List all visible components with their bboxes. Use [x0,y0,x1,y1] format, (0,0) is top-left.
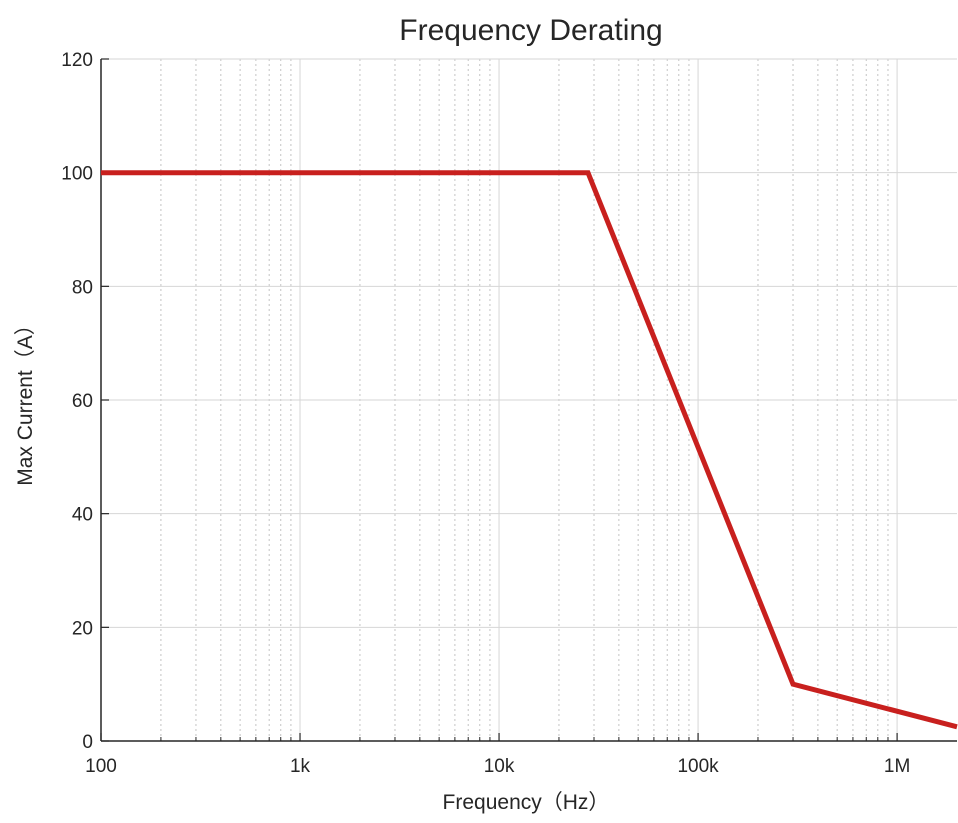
y-tick-label: 60 [72,391,93,412]
series-line [101,170,958,730]
y-tick-label: 120 [61,50,93,71]
x-tick-label: 1M [884,756,910,777]
grid [101,58,957,741]
chart-title: Frequency Derating [399,14,662,47]
x-tick-label: 10k [484,756,515,777]
x-tick-label: 100k [677,756,719,777]
y-tick-label: 0 [82,732,93,753]
y-tick-label: 40 [72,505,93,526]
x-tick-label: 100 [85,756,117,777]
y-tick-label: 100 [61,164,93,185]
series-layer [101,170,958,730]
y-axis-label: Max Current（A） [14,314,37,486]
x-tick-label: 1k [290,756,311,777]
y-tick-label: 20 [72,618,93,639]
x-axis-label: Frequency（Hz） [443,791,610,814]
y-tick-label: 80 [72,277,93,298]
tick-labels: 0 20 40 60 80 100 120 100 1k 10k 100k 1M [61,50,910,777]
